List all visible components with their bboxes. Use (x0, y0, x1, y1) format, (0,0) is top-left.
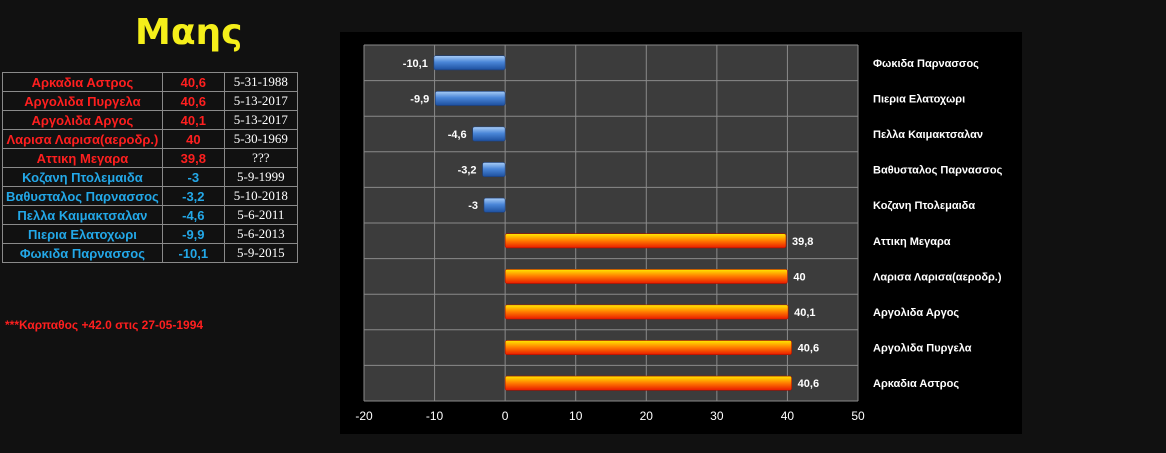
x-tick-label: 30 (710, 409, 724, 423)
bar-value-label: -9,9 (410, 93, 429, 105)
record-date: 5-13-2017 (223, 110, 298, 130)
category-label: Κοζανη Πτολεμαιδα (873, 200, 975, 212)
record-station: Αργολιδα Αργος (2, 110, 163, 130)
bar (482, 162, 506, 178)
record-station: Φωκιδα Παρνασσος (2, 243, 163, 263)
category-label: Αργολιδα Αργος (873, 307, 959, 319)
x-tick-label: -10 (426, 409, 444, 423)
record-station: Αρκαδια Αστρος (2, 72, 163, 92)
category-label: Φωκιδα Παρνασσος (873, 58, 979, 70)
x-tick-label: 20 (640, 409, 654, 423)
record-value: 40,6 (161, 91, 225, 111)
record-station: Κοζανη Πτολεμαιδα (2, 167, 163, 187)
record-value: -9,9 (161, 224, 225, 244)
record-station: Πελλα Καιμακτσαλαν (2, 205, 163, 225)
record-station: Λαρισα Λαρισα(αεροδρ.) (2, 129, 163, 149)
record-value: -3 (161, 167, 225, 187)
record-value: -4,6 (161, 205, 225, 225)
page-title: Μαης (135, 12, 243, 53)
bar-value-label: -10,1 (403, 58, 428, 70)
record-station: Βαθυσταλος Παρνασσος (2, 186, 163, 206)
record-date: 5-9-1999 (223, 167, 298, 187)
bar (433, 55, 506, 71)
record-date: 5-6-2013 (223, 224, 298, 244)
bar-value-label: -4,6 (448, 129, 467, 141)
footnote: ***Καρπαθος +42.0 στις 27-05-1994 (5, 318, 204, 332)
bar-value-label: -3 (468, 200, 478, 212)
bar (483, 197, 506, 213)
category-label: Πιερια Ελατοχωρι (873, 93, 965, 105)
bar (504, 304, 789, 320)
bar-value-label: 40,6 (798, 343, 819, 355)
bar (504, 340, 792, 356)
record-date: 5-30-1969 (223, 129, 298, 149)
record-row: Βαθυσταλος Παρνασσος -3,2 5-10-2018 (2, 186, 298, 206)
record-date: ??? (223, 148, 298, 168)
records-table: Αρκαδια Αστρος 40,6 5-31-1988 Αργολιδα Πυργ… (2, 72, 298, 263)
record-row: Πελλα Καιμακτσαλαν -4,6 5-6-2011 (2, 205, 298, 225)
bar-value-label: 39,8 (792, 236, 813, 248)
category-label: Αργολιδα Πυργελα (873, 343, 972, 355)
record-row: Αρκαδια Αστρος 40,6 5-31-1988 (2, 72, 298, 92)
record-value: -10,1 (161, 243, 225, 263)
record-date: 5-31-1988 (223, 72, 298, 92)
record-date: 5-9-2015 (223, 243, 298, 263)
chart-panel: -20 -10 0 10 20 30 40 50 -10,1 Φωκιδα Παρνασσος -9… (340, 32, 1022, 434)
record-date: 5-10-2018 (223, 186, 298, 206)
record-row: Φωκιδα Παρνασσος -10,1 5-9-2015 (2, 243, 298, 263)
record-row: Αργολιδα Αργος 40,1 5-13-2017 (2, 110, 298, 130)
category-label: Βαθυσταλος Παρνασσος (873, 165, 1003, 177)
category-label: Λαρισα Λαρισα(αεροδρ.) (873, 271, 1002, 283)
category-label: Αττικη Μεγαρα (873, 236, 951, 248)
x-tick-label: 0 (502, 409, 509, 423)
record-row: Κοζανη Πτολεμαιδα -3 5-9-1999 (2, 167, 298, 187)
record-value: 40 (161, 129, 225, 149)
bar (504, 233, 787, 249)
bar-value-label: -3,2 (458, 165, 477, 177)
x-tick-label: 50 (851, 409, 865, 423)
record-date: 5-6-2011 (223, 205, 298, 225)
bar (434, 90, 506, 106)
record-row: Αργολιδα Πυργελα 40,6 5-13-2017 (2, 91, 298, 111)
record-value: 39,8 (161, 148, 225, 168)
bar (504, 375, 792, 391)
record-row: Λαρισα Λαρισα(αεροδρ.) 40 5-30-1969 (2, 129, 298, 149)
record-row: Αττικη Μεγαρα 39,8??? (2, 148, 298, 168)
category-label: Αρκαδια Αστρος (873, 378, 959, 390)
bar-value-label: 40 (793, 271, 805, 283)
bar-value-label: 40,1 (794, 307, 815, 319)
x-tick-label: -20 (355, 409, 373, 423)
bar (472, 126, 506, 142)
bar (504, 268, 788, 284)
record-date: 5-13-2017 (223, 91, 298, 111)
bar-chart: -20 -10 0 10 20 30 40 50 -10,1 Φωκιδα Παρνασσος -9… (355, 44, 1003, 423)
record-value: 40,6 (161, 72, 225, 92)
category-label: Πελλα Καιμακτσαλαν (873, 129, 983, 141)
record-value: -3,2 (161, 186, 225, 206)
record-station: Αττικη Μεγαρα (2, 148, 163, 168)
x-tick-label: 10 (569, 409, 583, 423)
x-tick-label: 40 (781, 409, 795, 423)
record-station: Αργολιδα Πυργελα (2, 91, 163, 111)
record-value: 40,1 (161, 110, 225, 130)
record-station: Πιερια Ελατοχωρι (2, 224, 163, 244)
bar-value-label: 40,6 (798, 378, 819, 390)
record-row: Πιερια Ελατοχωρι -9,9 5-6-2013 (2, 224, 298, 244)
